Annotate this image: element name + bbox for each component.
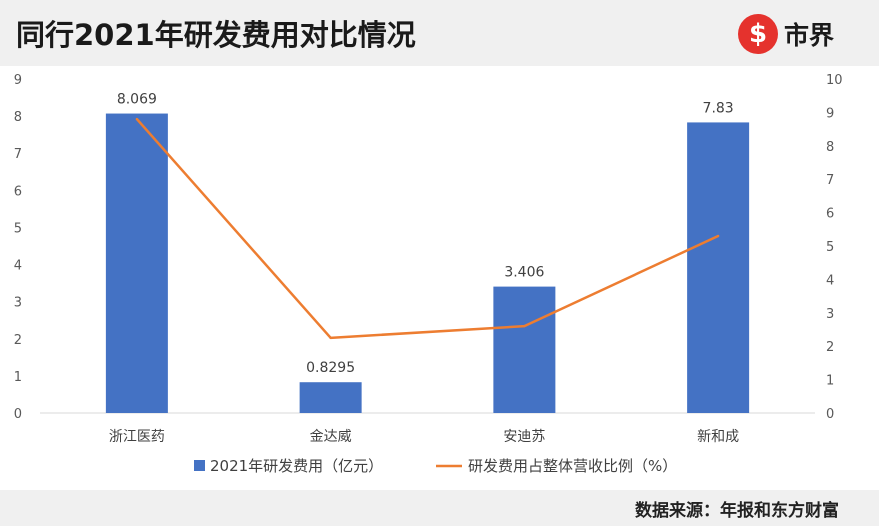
brand-icon: $ <box>738 14 778 54</box>
y-left-tick-label: 3 <box>14 296 22 311</box>
bar-series: 8.069 0.8295 3.406 7.83 <box>105 92 750 414</box>
bar-data-label: 3.406 <box>504 265 544 281</box>
y-axis-right: 0 1 2 3 4 5 6 7 8 9 10 <box>826 73 843 422</box>
y-axis-left: 0 1 2 3 4 5 6 7 8 9 <box>14 73 22 422</box>
y-left-tick-label: 4 <box>14 259 22 274</box>
y-right-tick-label: 1 <box>826 374 834 389</box>
y-left-tick-label: 0 <box>14 407 22 422</box>
legend-bar-label: 2021年研发费用（亿元） <box>210 457 383 475</box>
y-right-tick-label: 10 <box>826 73 843 88</box>
y-right-tick-label: 0 <box>826 407 834 422</box>
legend-bar-swatch <box>194 460 205 471</box>
brand-logo: $ 市界 <box>738 14 834 54</box>
y-left-tick-label: 2 <box>14 333 22 348</box>
bar-data-label: 7.83 <box>703 100 734 116</box>
y-right-tick-label: 3 <box>826 307 834 322</box>
y-left-tick-label: 1 <box>14 370 22 385</box>
chart-header: 同行2021年研发费用对比情况 $ 市界 <box>0 0 879 66</box>
y-right-tick-label: 6 <box>826 207 834 222</box>
x-category-label: 安迪苏 <box>503 429 545 445</box>
y-left-tick-label: 8 <box>14 110 22 125</box>
bar-data-label: 8.069 <box>117 92 157 108</box>
chart-footer: 数据来源：年报和东方财富 <box>0 490 879 526</box>
line-point <box>523 324 526 328</box>
y-left-tick-label: 5 <box>14 221 22 236</box>
y-right-tick-label: 7 <box>826 173 834 188</box>
y-left-tick-label: 7 <box>14 147 22 162</box>
line-point <box>135 117 139 121</box>
legend: 2021年研发费用（亿元） 研发费用占整体营收比例（%） <box>194 457 677 475</box>
y-right-tick-label: 8 <box>826 140 834 155</box>
category-labels: 浙江医药 金达威 安迪苏 新和成 <box>109 429 739 445</box>
y-left-tick-label: 9 <box>14 73 22 88</box>
legend-line-label: 研发费用占整体营收比例（%） <box>468 457 677 475</box>
y-right-tick-label: 9 <box>826 106 834 121</box>
x-category-label: 金达威 <box>310 429 352 445</box>
y-right-tick-label: 4 <box>826 273 834 288</box>
combo-chart: 0 1 2 3 4 5 6 7 8 9 0 1 2 3 4 5 6 7 8 9 10 8.069 0.8295 3.406… <box>14 73 843 475</box>
line-series <box>135 117 720 340</box>
bar <box>493 286 556 413</box>
brand-name: 市界 <box>784 21 835 50</box>
bar <box>687 122 750 414</box>
data-source: 数据来源：年报和东方财富 <box>635 501 839 521</box>
chart-title: 同行2021年研发费用对比情况 <box>16 18 416 52</box>
y-right-tick-label: 5 <box>826 240 834 255</box>
x-category-label: 新和成 <box>697 429 739 445</box>
x-category-label: 浙江医药 <box>109 429 165 445</box>
bar-data-label: 0.8295 <box>306 360 355 376</box>
bar <box>299 382 362 413</box>
line-path <box>135 118 719 340</box>
bar <box>105 113 168 413</box>
y-left-tick-label: 6 <box>14 184 22 199</box>
y-right-tick-label: 2 <box>826 340 834 355</box>
line-point <box>716 234 720 238</box>
line-point <box>329 336 332 340</box>
